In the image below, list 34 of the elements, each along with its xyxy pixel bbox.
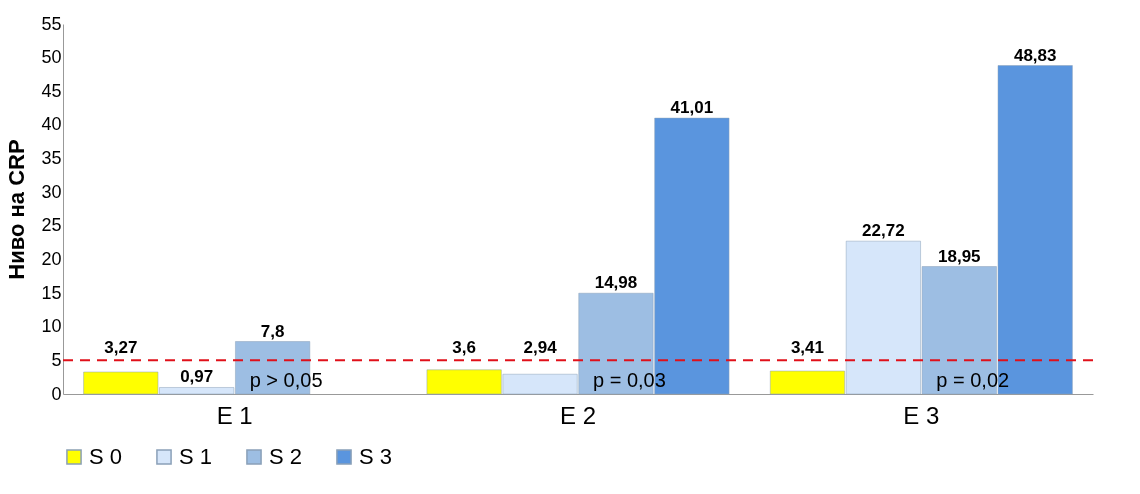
data-label: 22,72 (862, 221, 905, 241)
data-label: 41,01 (670, 98, 714, 118)
annotation: p = 0,02 (936, 368, 1010, 391)
data-label: 18,95 (938, 246, 981, 266)
y-tick-label: 5 (51, 349, 62, 370)
data-label: 2,94 (523, 338, 558, 358)
y-axis-title: Ниво на CRP (4, 139, 30, 280)
y-tick-label: 0 (51, 383, 62, 404)
y-tick-label: 30 (41, 181, 62, 202)
data-label: 3,6 (452, 338, 476, 358)
x-tick-label: E 3 (903, 401, 940, 429)
data-label: 3,41 (790, 338, 825, 358)
data-label: 48,83 (1013, 45, 1057, 65)
data-label: 14,98 (594, 273, 638, 293)
legend-label: S 2 (269, 444, 303, 469)
y-tick-label: 10 (41, 316, 62, 337)
legend-label: S 3 (359, 444, 393, 469)
y-tick-label: 35 (41, 148, 62, 169)
legend-label: S 0 (89, 444, 123, 469)
data-label: 3,27 (104, 338, 138, 358)
x-tick-label: E 2 (559, 401, 597, 429)
legend-label: S 1 (179, 444, 213, 469)
y-tick-label: 25 (41, 215, 62, 236)
data-label: 0,97 (180, 367, 214, 387)
y-tick-label: 40 (41, 114, 62, 135)
x-tick-label: E 1 (216, 401, 253, 429)
y-tick-label: 50 (41, 47, 62, 68)
data-label: 7,8 (260, 321, 285, 341)
y-tick-label: 45 (41, 80, 62, 101)
y-tick-label: 15 (41, 282, 62, 303)
annotation: p > 0,05 (249, 368, 323, 391)
y-tick-label: 20 (41, 248, 62, 269)
annotation: p = 0,03 (593, 368, 666, 391)
y-tick-label: 55 (41, 13, 62, 34)
